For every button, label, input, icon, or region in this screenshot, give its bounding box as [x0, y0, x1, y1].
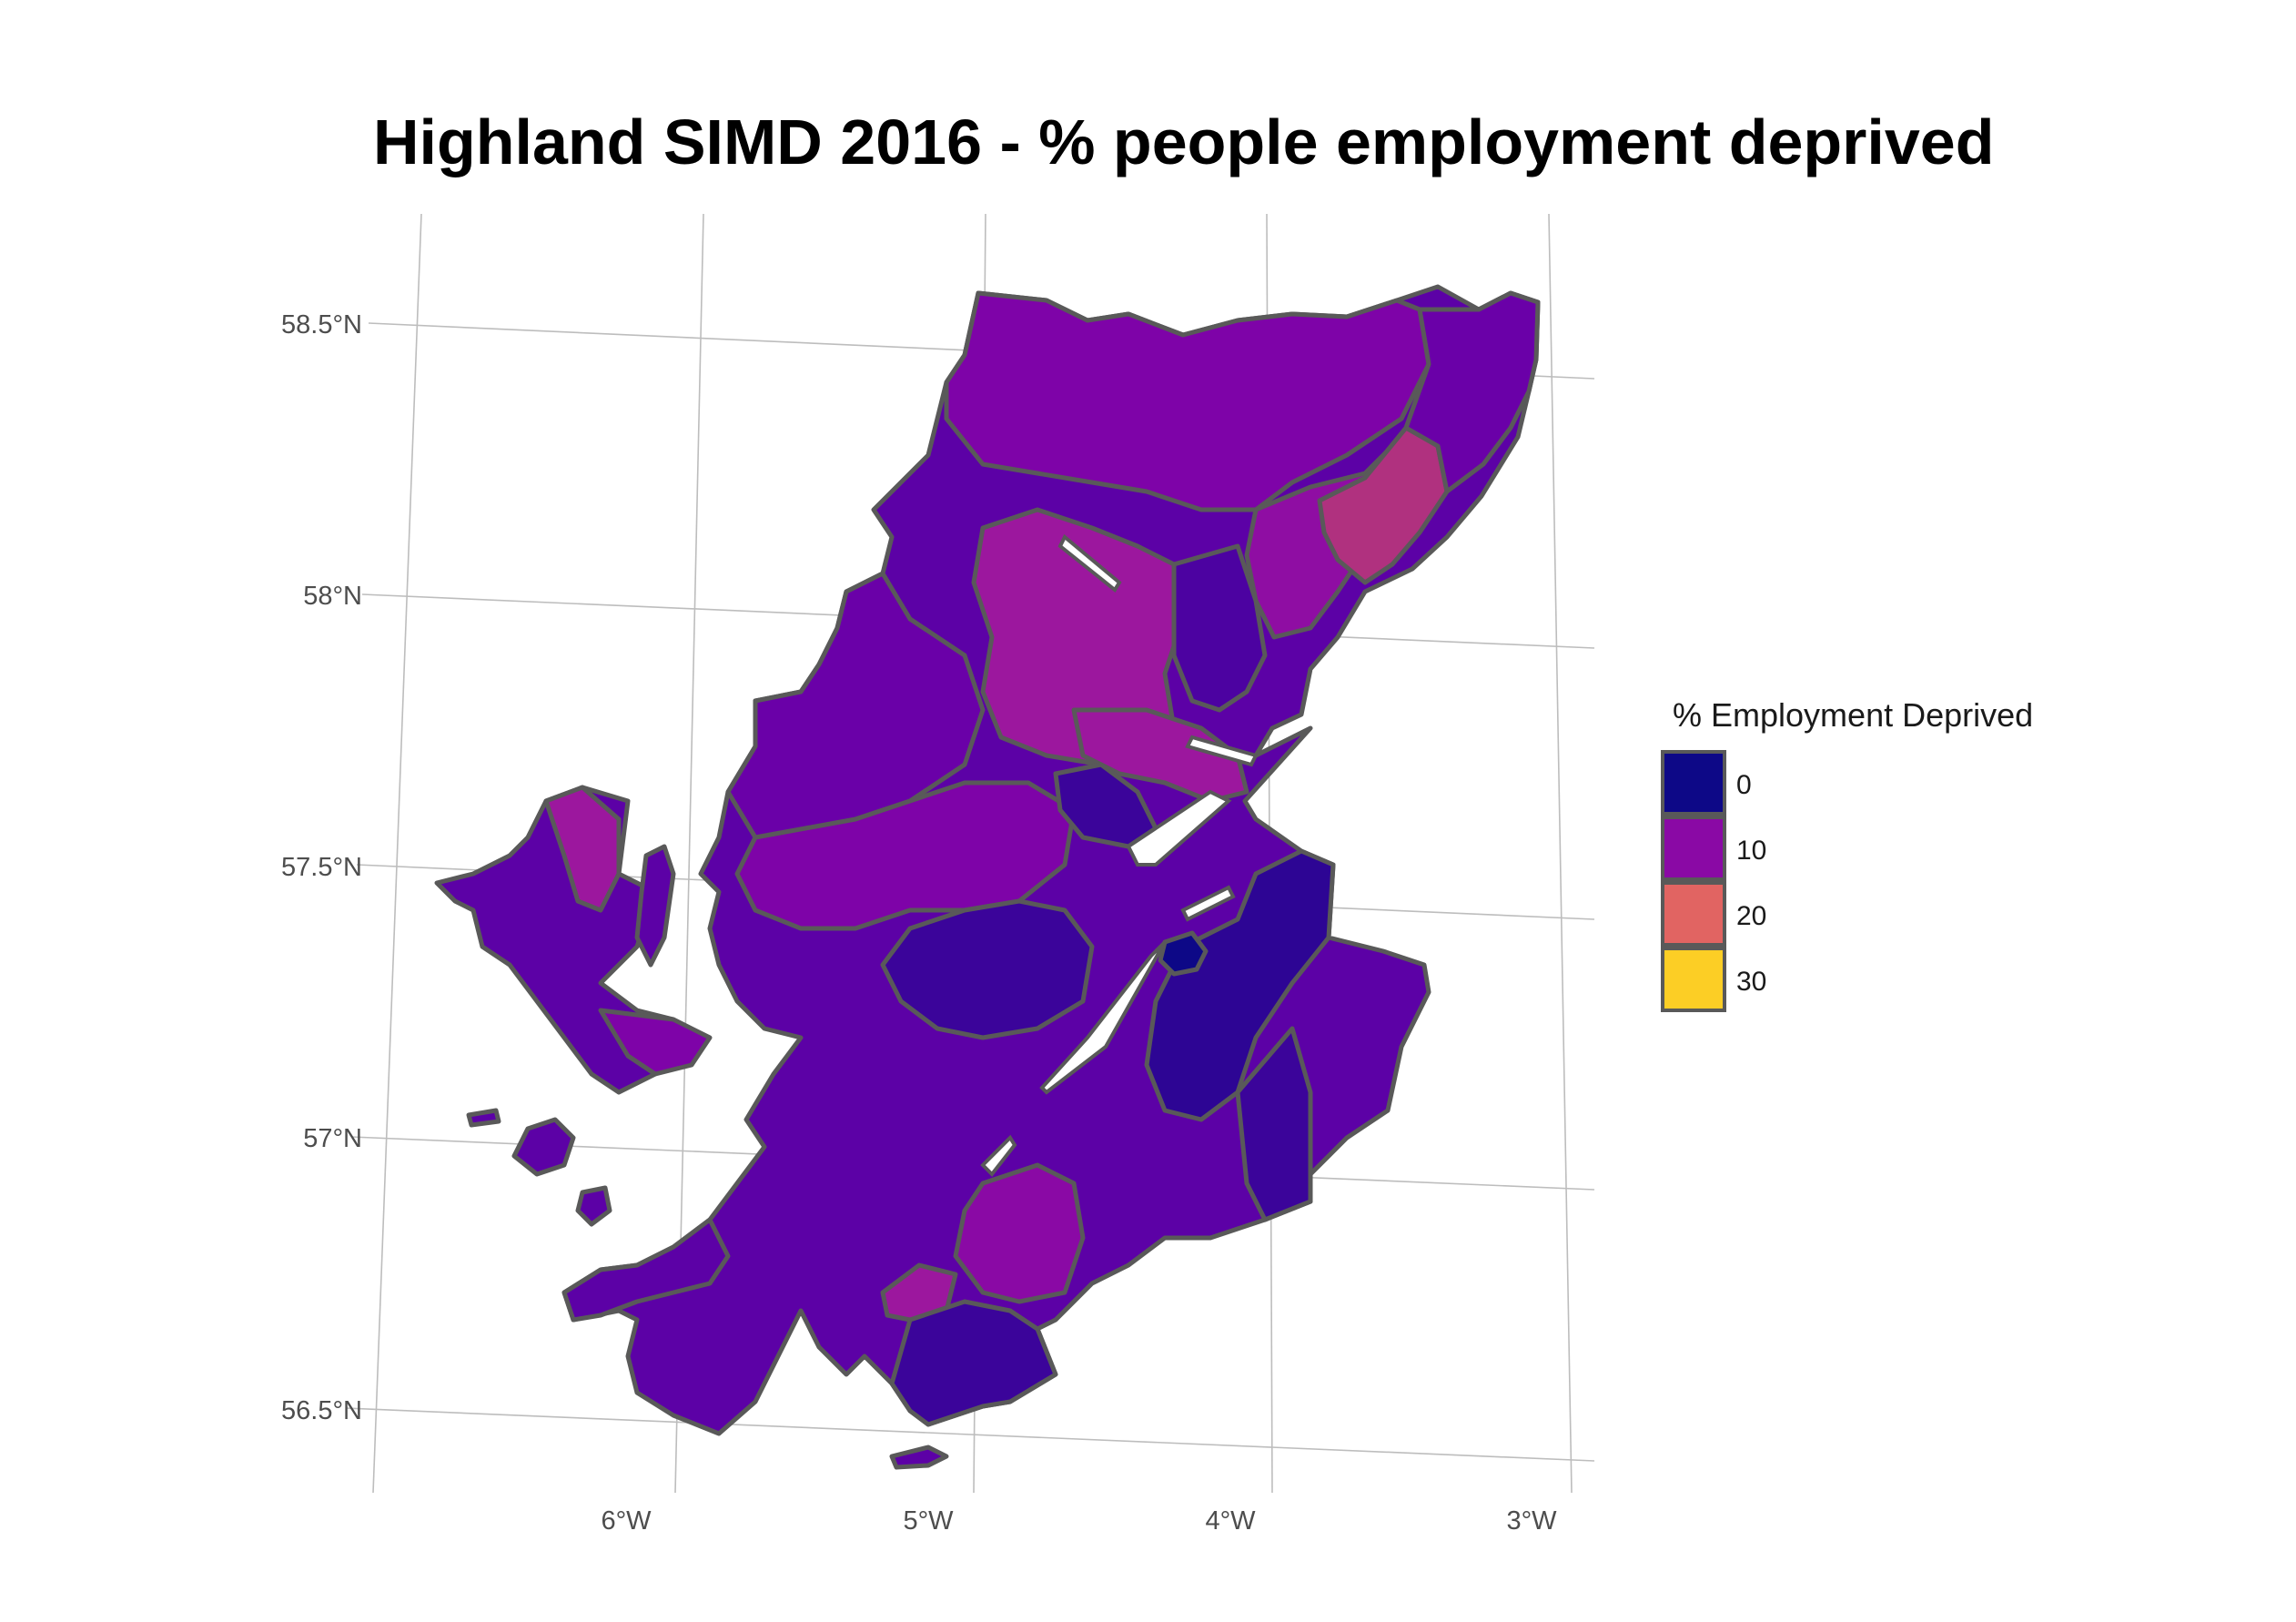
- legend-key-20: [1661, 881, 1726, 947]
- legend-label: 30: [1736, 967, 1766, 997]
- loch-shin: [1057, 533, 1122, 593]
- caithness-high-region: [1317, 425, 1450, 585]
- legend-key-0: [1661, 750, 1726, 816]
- ne-dark-region: [1171, 543, 1268, 713]
- legend: % Employment Deprived 0 10 20 30: [1661, 696, 2033, 1012]
- highland-map: [434, 284, 1541, 1470]
- great-glen-dark-region: [880, 898, 1095, 1040]
- legend-key-10: [1661, 816, 1726, 881]
- north-coast-region: [944, 290, 1431, 512]
- south-lochaber-region: [889, 1299, 1058, 1427]
- caithness-east-region: [1403, 290, 1541, 494]
- lat-axis: 58.5°N 58°N 57.5°N 57°N 56.5°N: [281, 310, 362, 1425]
- legend-label: 10: [1736, 836, 1766, 866]
- lat-tick-label: 58°N: [303, 582, 362, 611]
- badenoch-region: [1235, 1026, 1313, 1222]
- lon-tick-label: 6°W: [601, 1506, 652, 1536]
- loch-linnhe: [980, 1134, 1017, 1178]
- chart-title: Highland SIMD 2016 - % people employment…: [373, 106, 1994, 177]
- legend-label: 0: [1736, 770, 1752, 800]
- lon-axis: 6°W 5°W 4°W 3°W: [601, 1506, 1557, 1536]
- rum-island: [511, 1117, 576, 1177]
- coll-island: [889, 1445, 949, 1470]
- skye-north-region: [543, 785, 622, 913]
- beauly-firth: [1180, 885, 1236, 922]
- strathspey-dark-region: [1144, 848, 1336, 1122]
- cromarty-firth: [1185, 735, 1259, 767]
- lochaber-region: [953, 1162, 1086, 1304]
- inverness-city-region: [1158, 930, 1209, 977]
- lon-tick-label: 5°W: [903, 1506, 954, 1536]
- lon-grid-2: [1548, 213, 1573, 1494]
- lon-grid-6: [372, 213, 422, 1494]
- legend-key-30: [1661, 947, 1726, 1012]
- lat-grid-56-5: [345, 1407, 1595, 1462]
- skye-south-region: [598, 1008, 713, 1077]
- lat-tick-label: 57.5°N: [281, 853, 362, 882]
- ardnamurchan-region: [561, 1217, 731, 1323]
- lat-tick-label: 57°N: [303, 1124, 362, 1153]
- lat-tick-label: 56.5°N: [281, 1396, 362, 1425]
- eigg-island: [575, 1185, 612, 1227]
- loch-ness: [1039, 940, 1167, 1095]
- legend-title: % Employment Deprived: [1673, 696, 2033, 734]
- lon-tick-label: 3°W: [1506, 1506, 1557, 1536]
- raasay-island: [634, 844, 676, 968]
- legend-label: 20: [1736, 901, 1766, 931]
- lon-tick-label: 4°W: [1205, 1506, 1256, 1536]
- canna-island: [466, 1108, 501, 1128]
- lat-tick-label: 58.5°N: [281, 310, 362, 340]
- moray-firth: [1126, 789, 1232, 867]
